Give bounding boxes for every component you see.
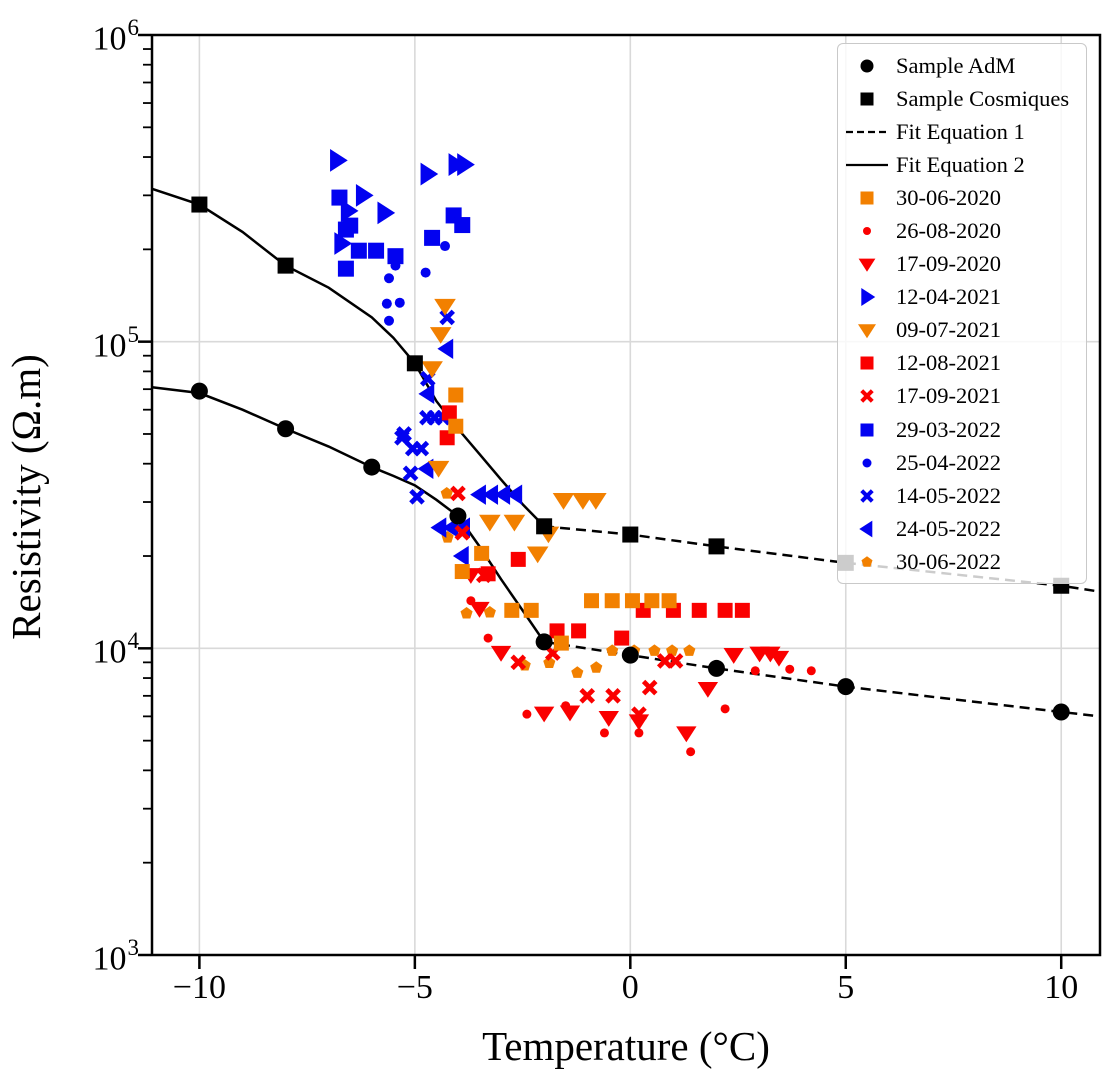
circle-legend-marker: [838, 218, 896, 244]
legend-item-sample-adm: Sample AdM: [838, 49, 1086, 82]
series-14-05-2022: [394, 309, 455, 505]
legend-item-fit-equation-1: Fit Equation 1: [838, 115, 1086, 148]
legend-label: 17-09-2021: [896, 383, 1001, 409]
triangle-right-legend-marker: [838, 284, 896, 310]
square-legend-marker: [838, 350, 896, 376]
legend-label: 30-06-2022: [896, 548, 1001, 574]
series-12-04-2021: [330, 149, 475, 255]
triangle-down-legend-marker: [838, 317, 896, 343]
y-tick-label: 103: [92, 935, 140, 978]
fit-line-fit-equation-2: [151, 187, 546, 643]
series-sample-adm: [190, 382, 1070, 721]
legend-label: 25-04-2022: [896, 449, 1001, 475]
pentagon-legend-marker: [838, 549, 896, 575]
solid-line-legend-marker: [838, 152, 896, 178]
x-tick-label: 5: [837, 969, 855, 1006]
plot-border: [150, 33, 1102, 957]
square-legend-marker: [838, 185, 896, 211]
legend-label: Sample Cosmiques: [896, 85, 1070, 111]
legend-item-12-08-2021: 12-08-2021: [838, 347, 1086, 380]
square-legend-marker: [838, 86, 896, 112]
y-tick-label: 105: [92, 321, 140, 364]
legend-label: 12-04-2021: [896, 284, 1001, 310]
legend-item-fit-equation-2: Fit Equation 2: [838, 148, 1086, 181]
x-tick-label: 0: [621, 969, 639, 1006]
series-30-06-2020: [448, 387, 677, 651]
x-legend-marker: [838, 383, 896, 409]
series-24-05-2022: [417, 338, 523, 567]
triangle-left-legend-marker: [838, 516, 896, 542]
legend-label: Fit Equation 1: [896, 118, 1025, 144]
x-tick-label: −5: [396, 969, 433, 1006]
legend-label: 24-05-2022: [896, 515, 1001, 541]
legend-item-14-05-2022: 14-05-2022: [838, 479, 1086, 512]
legend-label: Sample AdM: [896, 52, 1016, 78]
x-tick-label: 10: [1044, 969, 1079, 1006]
axis-ticks: [138, 33, 1063, 969]
x-tick-label: −10: [172, 969, 226, 1006]
legend-item-29-03-2022: 29-03-2022: [838, 413, 1086, 446]
legend-item-12-04-2021: 12-04-2021: [838, 281, 1086, 314]
legend-label: 26-08-2020: [896, 218, 1001, 244]
series-26-08-2020: [466, 596, 816, 757]
legend-label: 14-05-2022: [896, 482, 1001, 508]
legend-box: Sample AdM Sample Cosmiques Fit Equation 1…: [837, 43, 1087, 584]
y-tick-label: 104: [92, 628, 140, 671]
legend-item-17-09-2021: 17-09-2021: [838, 380, 1086, 413]
triangle-down-legend-marker: [838, 251, 896, 277]
legend-label: 12-08-2021: [896, 350, 1001, 376]
x-legend-marker: [838, 483, 896, 509]
series-12-08-2021: [439, 405, 750, 646]
legend-item-09-07-2021: 09-07-2021: [838, 314, 1086, 347]
square-legend-marker: [838, 417, 896, 443]
series-29-03-2022: [331, 189, 471, 277]
legend-item-24-05-2022: 24-05-2022: [838, 512, 1086, 545]
legend-label: 30-06-2020: [896, 184, 1001, 210]
legend-item-17-09-2020: 17-09-2020: [838, 248, 1086, 281]
legend-item-25-04-2022: 25-04-2022: [838, 446, 1086, 479]
legend-label: 29-03-2022: [896, 416, 1001, 442]
legend-label: 09-07-2021: [896, 317, 1001, 343]
legend-item-30-06-2020: 30-06-2020: [838, 181, 1086, 214]
legend-item-30-06-2022: 30-06-2022: [838, 545, 1086, 578]
legend-item-26-08-2020: 26-08-2020: [838, 214, 1086, 247]
x-axis-label: Temperature (°C): [482, 1023, 770, 1069]
dashed-line-legend-marker: [838, 119, 896, 145]
circle-legend-marker: [838, 450, 896, 476]
y-axis-label: Resistivity (Ω.m): [3, 354, 49, 640]
legend-item-sample-cosmiques: Sample Cosmiques: [838, 82, 1086, 115]
y-tick-label: 106: [92, 15, 140, 58]
legend-label: 17-09-2020: [896, 251, 1001, 277]
series-30-06-2022: [440, 487, 696, 678]
legend-label: Fit Equation 2: [896, 151, 1025, 177]
circle-legend-marker: [838, 53, 896, 79]
